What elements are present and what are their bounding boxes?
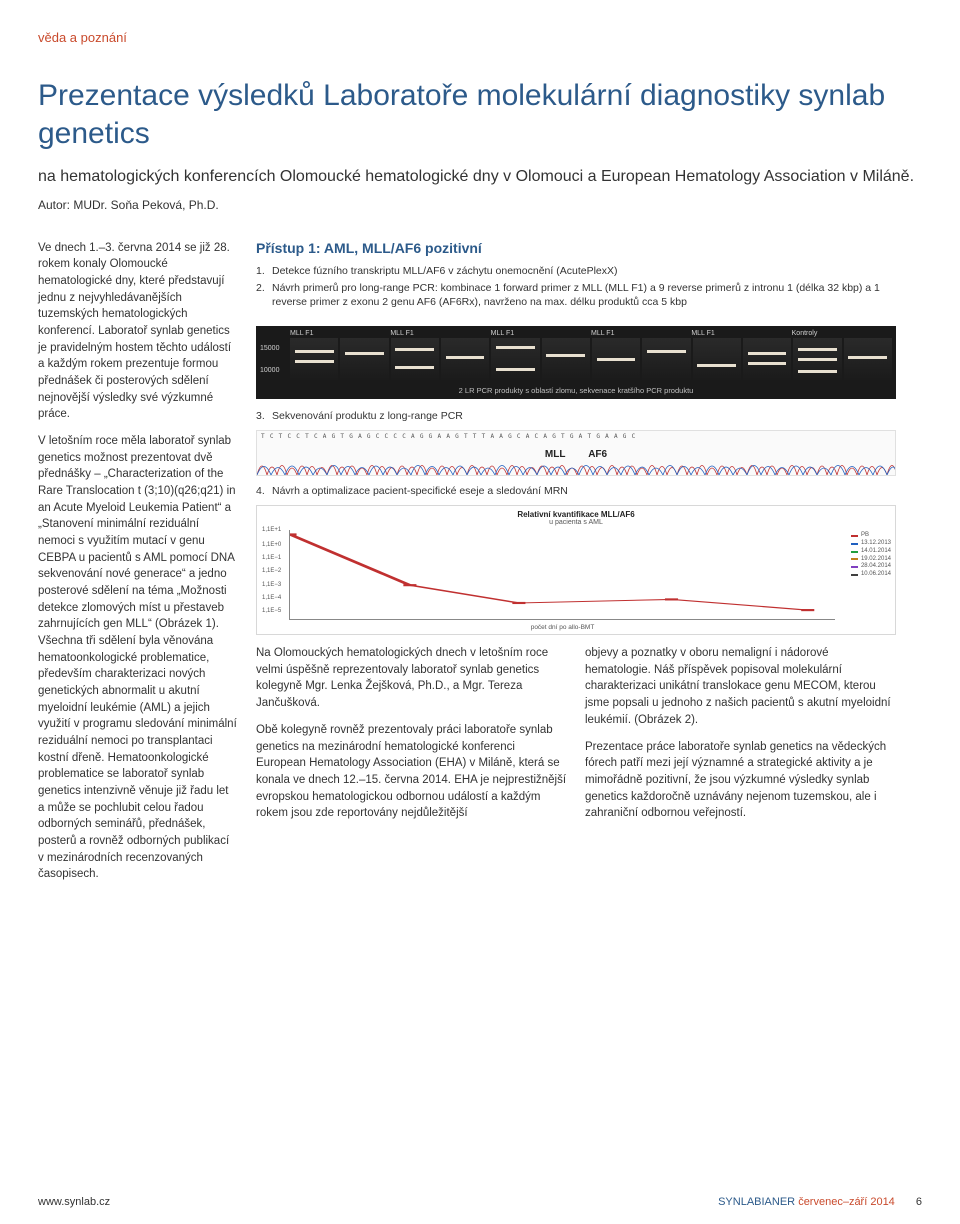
lower-columns: Na Olomouckých hematologických dnech v l… — [256, 645, 896, 832]
chart-ytick: 1,1E−3 — [262, 582, 281, 588]
approach-item-3: 3. Sekvenování produktu z long-range PCR — [256, 409, 896, 423]
approach-box: Přístup 1: AML, MLL/AF6 pozitivní 1. Det… — [256, 240, 896, 313]
list-text: Návrh a optimalizace pacient-specifické … — [272, 484, 568, 498]
approach-list-cont2: 4. Návrh a optimalizace pacient-specific… — [256, 484, 896, 501]
chart-line-icon — [290, 530, 835, 619]
approach-list-cont: 3. Sekvenování produktu z long-range PCR — [256, 409, 896, 426]
list-text: Návrh primerů pro long-range PCR: kombin… — [272, 281, 896, 309]
gel-col-label: MLL F1 — [390, 330, 490, 338]
gel-lane — [743, 338, 791, 382]
body-paragraph: Prezentace práce laboratoře synlab genet… — [585, 739, 896, 822]
gel-lane — [793, 338, 841, 382]
gel-lane — [844, 338, 892, 382]
gel-lane — [491, 338, 539, 382]
gel-col-label: Kontroly — [792, 330, 892, 338]
list-text: Sekvenování produktu z long-range PCR — [272, 409, 463, 423]
intro-paragraph-1: Ve dnech 1.–3. června 2014 se již 28. ro… — [38, 240, 238, 423]
chart-ytick: 1,1E+1 — [262, 527, 281, 533]
gel-lane — [391, 338, 439, 382]
page-footer: www.synlab.cz SYNLABIANER červenec–září … — [38, 1196, 922, 1208]
gel-caption: 2 LR PCR produkty s oblastí zlomu, sekve… — [260, 384, 892, 395]
approach-list: 1. Detekce fúzního transkriptu MLL/AF6 v… — [256, 264, 896, 310]
gel-col-label: MLL F1 — [691, 330, 791, 338]
list-number: 2. — [256, 281, 272, 309]
author-line: Autor: MUDr. Soňa Peková, Ph.D. — [38, 198, 922, 212]
footer-url: www.synlab.cz — [38, 1196, 110, 1208]
approach-title: Přístup 1: AML, MLL/AF6 pozitivní — [256, 240, 896, 256]
footer-issue-text: červenec–září 2014 — [798, 1196, 895, 1208]
list-number: 1. — [256, 264, 272, 278]
content-row: Ve dnech 1.–3. června 2014 se již 28. ro… — [38, 240, 922, 894]
gel-col-label: MLL F1 — [591, 330, 691, 338]
gel-lane — [340, 338, 388, 382]
approach-item-1: 1. Detekce fúzního transkriptu MLL/AF6 v… — [256, 264, 896, 278]
body-paragraph: objevy a poznatky v oboru nemaligní i ná… — [585, 645, 896, 728]
footer-right: SYNLABIANER červenec–září 2014 6 — [718, 1196, 922, 1208]
list-number: 3. — [256, 409, 272, 423]
chart-ytick: 1,1E−5 — [262, 608, 281, 614]
gel-marker-label: 10000 — [260, 367, 288, 375]
gel-figure: MLL F1 MLL F1 MLL F1 MLL F1 MLL F1 Kontr… — [256, 326, 896, 399]
chart-subtitle: u pacienta s AML — [261, 519, 891, 526]
column-left: Ve dnech 1.–3. června 2014 se již 28. ro… — [38, 240, 238, 894]
gel-lane — [542, 338, 590, 382]
gel-lane — [290, 338, 338, 382]
chart-plot-area: 1,1E+1 1,1E+0 1,1E−1 1,1E−2 1,1E−3 1,1E−… — [289, 530, 835, 620]
gel-col-label: MLL F1 — [491, 330, 591, 338]
page-title: Prezentace výsledků Laboratoře molekulár… — [38, 77, 922, 152]
gel-col-label: MLL F1 — [290, 330, 390, 338]
gel-lane — [592, 338, 640, 382]
gel-lane — [441, 338, 489, 382]
intro-paragraph-2: V letošním roce měla laboratoř synlab ge… — [38, 433, 238, 883]
sequence-figure: T C T C C T C A G T G A G C C C C A G G … — [256, 430, 896, 476]
subtitle: na hematologických konferencích Olomouck… — [38, 166, 922, 188]
mrn-chart: Relativní kvantifikace MLL/AF6 u pacient… — [256, 505, 896, 635]
chart-ytick: 1,1E+0 — [262, 542, 281, 548]
list-text: Detekce fúzního transkriptu MLL/AF6 v zá… — [272, 264, 618, 278]
body-paragraph: Na Olomouckých hematologických dnech v l… — [256, 645, 567, 712]
chart-title: Relativní kvantifikace MLL/AF6 — [261, 510, 891, 519]
chart-ytick: 1,1E−2 — [262, 568, 281, 574]
section-label: věda a poznání — [38, 30, 922, 45]
chart-ytick: 1,1E−1 — [262, 555, 281, 561]
chart-xlabel: počet dní po allo-BMT — [290, 624, 835, 631]
body-paragraph: Obě kolegyně rovněž prezentovaly práci l… — [256, 722, 567, 822]
gel-lane — [642, 338, 690, 382]
footer-page-number: 6 — [916, 1196, 922, 1208]
chart-legend: PB13.12.201314.01.201419.02.201428.04.20… — [851, 532, 891, 579]
gel-marker-label: 15000 — [260, 345, 288, 353]
sequence-bases: T C T C C T C A G T G A G C C C C A G G … — [257, 431, 895, 440]
list-number: 4. — [256, 484, 272, 498]
column-right: objevy a poznatky v oboru nemaligní i ná… — [585, 645, 896, 832]
approach-item-4: 4. Návrh a optimalizace pacient-specific… — [256, 484, 896, 498]
footer-brand: SYNLABIANER — [718, 1196, 795, 1208]
gel-lane — [693, 338, 741, 382]
approach-item-2: 2. Návrh primerů pro long-range PCR: kom… — [256, 281, 896, 309]
chromatogram-icon — [257, 455, 896, 475]
column-middle: Na Olomouckých hematologických dnech v l… — [256, 645, 567, 832]
chart-ytick: 1,1E−4 — [262, 595, 281, 601]
column-right-wide: Přístup 1: AML, MLL/AF6 pozitivní 1. Det… — [256, 240, 896, 894]
